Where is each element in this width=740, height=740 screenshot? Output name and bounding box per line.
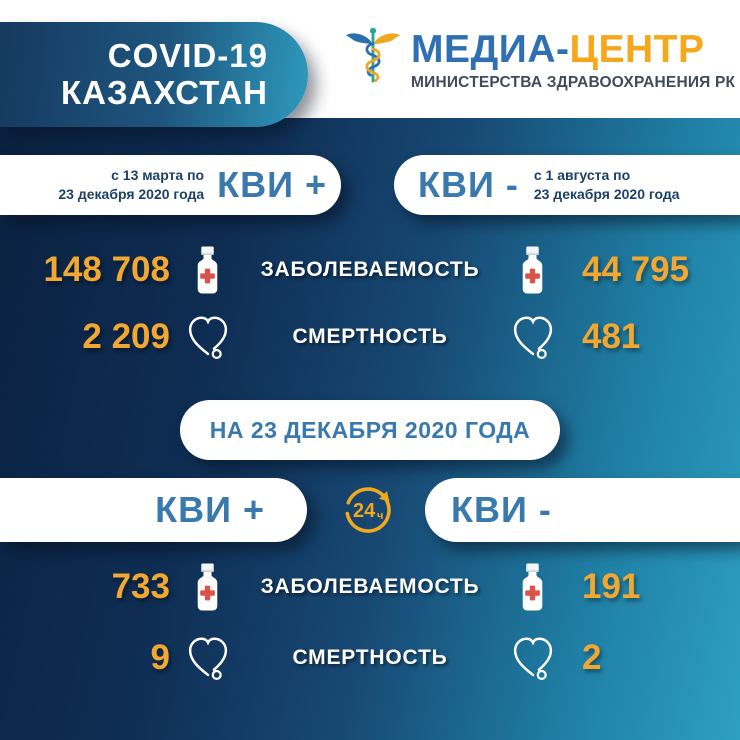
cases-kvi-plus-value: 148 708: [43, 250, 170, 289]
heart-stethoscope-icon: [500, 313, 565, 361]
period-date-line2: 23 декабря 2020 года: [58, 186, 205, 202]
logo-text: МЕДИА-ЦЕНТР МИНИСТЕРСТВА ЗДРАВООХРАНЕНИЯ…: [411, 30, 735, 92]
logo-subtitle: МИНИСТЕРСТВА ЗДРАВООХРАНЕНИЯ РК: [411, 73, 736, 91]
period-dates: с 13 марта по 23 декабря 2020 года: [58, 166, 204, 204]
heart-stethoscope-icon: [175, 313, 240, 361]
24h-cycle-icon: 24 ч: [340, 482, 396, 538]
kvi-minus-label: КВИ -: [451, 489, 552, 530]
daily-pill-kvi-minus: КВИ -: [425, 478, 740, 542]
medicine-bottle-icon: [500, 246, 565, 294]
logo-title-center: ЦЕНТР: [569, 27, 705, 71]
period-pill-kvi-minus: КВИ - с 1 августа по 23 декабря 2020 год…: [394, 155, 740, 215]
cases-label: ЗАБОЛЕВАЕМОСТЬ: [260, 258, 480, 281]
logo-title-media: МЕДИА-: [411, 27, 570, 71]
daily-cases-label: ЗАБОЛЕВАЕМОСТЬ: [260, 575, 480, 598]
cumulative-deaths-row: 2 209 СМЕРТНОСТЬ 481: [0, 308, 740, 366]
kvi-plus-label: КВИ +: [155, 489, 265, 530]
period-date-line2: 23 декабря 2020 года: [533, 186, 680, 202]
daily-pill-kvi-plus: КВИ +: [0, 478, 307, 542]
deaths-kvi-minus-value: 481: [582, 317, 641, 356]
medicine-bottle-icon: [500, 563, 565, 611]
medicine-bottle-icon: [175, 563, 240, 611]
daily-deaths-row: 9 СМЕРТНОСТЬ 2: [0, 628, 740, 688]
period-date-line1: с 13 марта по: [111, 167, 205, 184]
caduceus-icon: [344, 24, 402, 97]
badge-line-kazakhstan: КАЗАХСТАН: [61, 73, 268, 111]
daily-cases-kvi-minus-value: 191: [582, 567, 641, 606]
daily-cases-kvi-plus-value: 733: [111, 567, 170, 606]
media-center-logo: МЕДИА-ЦЕНТР МИНИСТЕРСТВА ЗДРАВООХРАНЕНИЯ…: [344, 24, 735, 97]
daily-deaths-label: СМЕРТНОСТЬ: [292, 646, 448, 669]
report-date-label: НА 23 ДЕКАБРЯ 2020 ГОДА: [209, 416, 531, 443]
logo-title: МЕДИА-ЦЕНТР: [411, 30, 735, 69]
cumulative-cases-row: 148 708 ЗАБОЛЕВАЕМОСТЬ 44 795: [0, 244, 740, 296]
kvi-minus-label: КВИ -: [418, 164, 519, 205]
daily-cases-row: 733 ЗАБОЛЕВАЕМОСТЬ 191: [0, 561, 740, 613]
24h-number: 24: [353, 500, 376, 522]
heart-stethoscope-icon: [500, 634, 565, 682]
deaths-kvi-plus-value: 2 209: [82, 317, 170, 356]
period-dates: с 1 августа по 23 декабря 2020 года: [534, 166, 680, 204]
period-pill-kvi-plus: с 13 марта по 23 декабря 2020 года КВИ +: [0, 155, 341, 215]
heart-stethoscope-icon: [175, 634, 240, 682]
covid-kazakhstan-badge: COVID-19 КАЗАХСТАН: [0, 22, 308, 127]
daily-deaths-kvi-plus-value: 9: [150, 638, 170, 677]
medicine-bottle-icon: [175, 246, 240, 294]
daily-deaths-kvi-minus-value: 2: [582, 638, 602, 677]
report-date-pill: НА 23 ДЕКАБРЯ 2020 ГОДА: [180, 400, 560, 460]
deaths-label: СМЕРТНОСТЬ: [292, 325, 448, 348]
period-date-line1: с 1 августа по: [533, 167, 631, 184]
badge-line-covid: COVID-19: [107, 37, 268, 75]
kvi-plus-label: КВИ +: [217, 164, 327, 205]
24h-suffix: ч: [377, 510, 383, 522]
cases-kvi-minus-value: 44 795: [582, 250, 690, 289]
